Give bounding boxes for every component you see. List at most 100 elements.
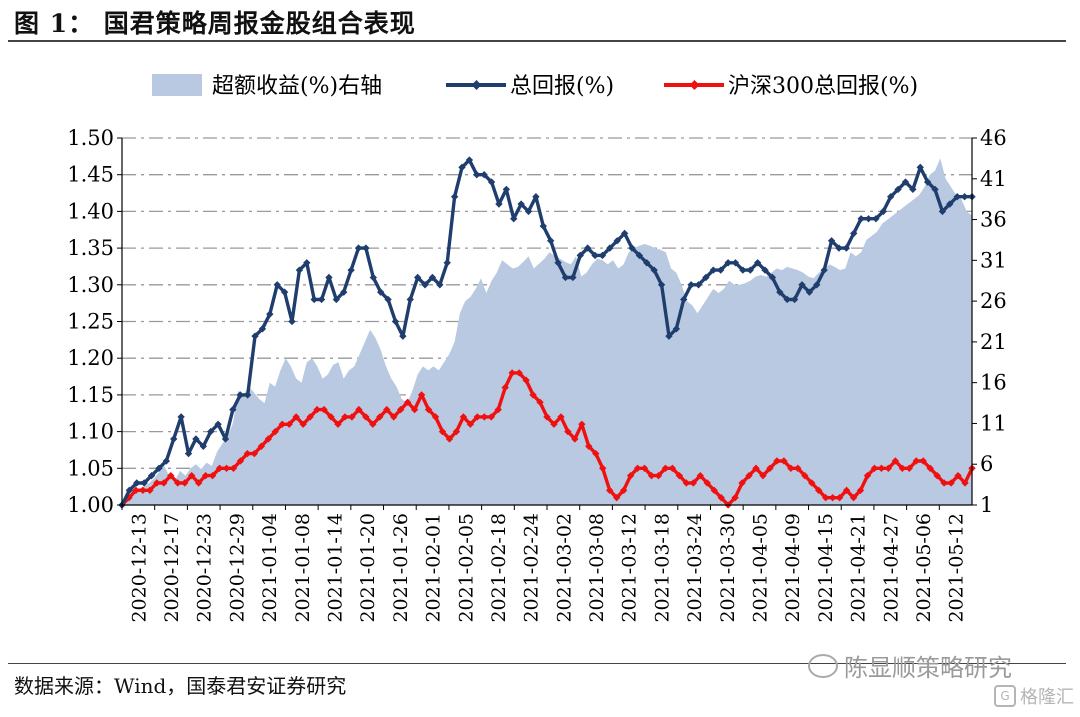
- total-return-point: [657, 281, 666, 289]
- hs300-return-point: [515, 369, 523, 377]
- hs300-return-point: [522, 376, 530, 384]
- total-return-point: [827, 237, 836, 245]
- hs300-return-point: [160, 479, 168, 487]
- total-return-point: [960, 193, 969, 201]
- total-return-point: [458, 163, 466, 172]
- hs300-return-point: [222, 464, 231, 472]
- total-return-point: [872, 215, 880, 223]
- watermark: 陈显顺策略研究: [808, 648, 1012, 683]
- footer-rule: [8, 663, 1066, 664]
- total-return-point: [724, 259, 732, 267]
- total-return-point: [450, 193, 459, 201]
- total-return-point: [635, 251, 644, 260]
- total-return-point: [436, 281, 444, 289]
- hs300-return-point: [306, 413, 314, 421]
- hs300-return-point: [696, 471, 704, 480]
- total-return-point: [288, 317, 296, 326]
- hs300-return-point: [397, 405, 405, 414]
- y-left-tick-label: 1.35: [67, 236, 114, 260]
- y-left-tick-label: 1.50: [67, 126, 114, 150]
- hs300-return-point: [543, 413, 551, 421]
- x-tick-label: 2021-01-14: [325, 513, 347, 623]
- hs300-return-point: [264, 435, 272, 443]
- hs300-return-point: [801, 471, 809, 480]
- hs300-return-point: [410, 405, 419, 414]
- axes: [117, 137, 977, 510]
- hs300-return-point: [738, 479, 746, 487]
- x-tick-label: 2021-04-15: [815, 513, 837, 623]
- total-return-point: [583, 244, 592, 252]
- y-right-tick-label: 21: [980, 330, 1007, 354]
- total-return-point: [303, 259, 311, 267]
- hs300-return-point: [550, 420, 558, 428]
- hs300-return-point: [898, 464, 907, 472]
- total-return-point: [746, 266, 754, 274]
- x-tick-label: 2020-12-17: [161, 513, 183, 623]
- y-left-tick-label: 1.15: [67, 383, 114, 407]
- x-tick-label: 2021-02-24: [521, 513, 543, 623]
- total-return-point: [953, 193, 961, 201]
- total-return-point: [739, 266, 747, 274]
- total-return-point: [731, 259, 740, 267]
- total-return-point: [199, 442, 207, 450]
- hs300-return-point: [870, 464, 879, 472]
- total-return-point: [909, 185, 917, 194]
- wechat-icon: [808, 653, 838, 678]
- total-return-point: [628, 244, 636, 252]
- hs300-return-point: [390, 413, 398, 421]
- total-return-point: [539, 222, 547, 230]
- y-left-tick-label: 1.00: [67, 493, 114, 517]
- hs300-return-point: [564, 427, 572, 436]
- total-return-point: [753, 259, 762, 267]
- hs300-return-point: [815, 486, 823, 494]
- total-return-point: [672, 325, 681, 333]
- total-return-point: [377, 288, 385, 296]
- total-return-point: [790, 295, 799, 304]
- hs300-return-point: [369, 420, 377, 428]
- hs300-return-point: [856, 486, 865, 494]
- total-return-point: [421, 281, 429, 289]
- total-return-point: [650, 266, 658, 274]
- total-return-point: [813, 281, 821, 289]
- hs300-return-point: [863, 471, 872, 480]
- y-left-tick-label: 1.20: [67, 346, 114, 370]
- hs300-return-point: [626, 471, 635, 480]
- hs300-return-point: [633, 464, 642, 472]
- total-return-point: [717, 266, 725, 274]
- badge-text: 格隆汇: [1020, 687, 1074, 708]
- hs300-return-point: [752, 464, 760, 472]
- hs300-return-point: [271, 427, 279, 436]
- total-return-point: [443, 259, 451, 267]
- hs300-return-point: [334, 420, 342, 428]
- hs300-return-point: [146, 486, 154, 494]
- total-return-point: [428, 273, 437, 282]
- hs300-return-point: [828, 493, 837, 502]
- hs300-return-point: [606, 486, 614, 494]
- total-return-point: [665, 332, 673, 340]
- hs300-return-point: [905, 464, 913, 472]
- hs300-return-point: [884, 464, 893, 472]
- hs300-return-point: [438, 427, 447, 436]
- hs300-return-point: [961, 479, 969, 487]
- total-return-point: [591, 251, 599, 260]
- hs300-return-point: [668, 464, 677, 472]
- hs300-return-point: [153, 479, 161, 487]
- total-return-point: [680, 295, 688, 304]
- hs300-return-point: [424, 405, 433, 414]
- hs300-return-point: [619, 486, 628, 494]
- hs300-return-point: [250, 449, 259, 458]
- chart-canvas: 1.50 1.45 1.40 1.35 1.30 1.25 1.20 1.15 1.10 1.05…: [67, 74, 1007, 623]
- x-tick-label: 2021-03-24: [684, 513, 706, 623]
- hs300-return-point: [445, 435, 454, 443]
- hs300-return-point: [278, 420, 286, 428]
- total-return-point: [820, 266, 828, 274]
- total-return-point: [273, 281, 281, 289]
- total-return-point: [613, 237, 621, 245]
- total-return-point: [140, 479, 148, 487]
- total-return-point: [857, 215, 865, 223]
- total-return-point: [391, 317, 400, 326]
- x-tick-label: 2021-04-21: [848, 513, 870, 623]
- hs300-return-point: [710, 486, 718, 494]
- total-return-point: [347, 266, 355, 274]
- legend-marker-total: [471, 80, 482, 90]
